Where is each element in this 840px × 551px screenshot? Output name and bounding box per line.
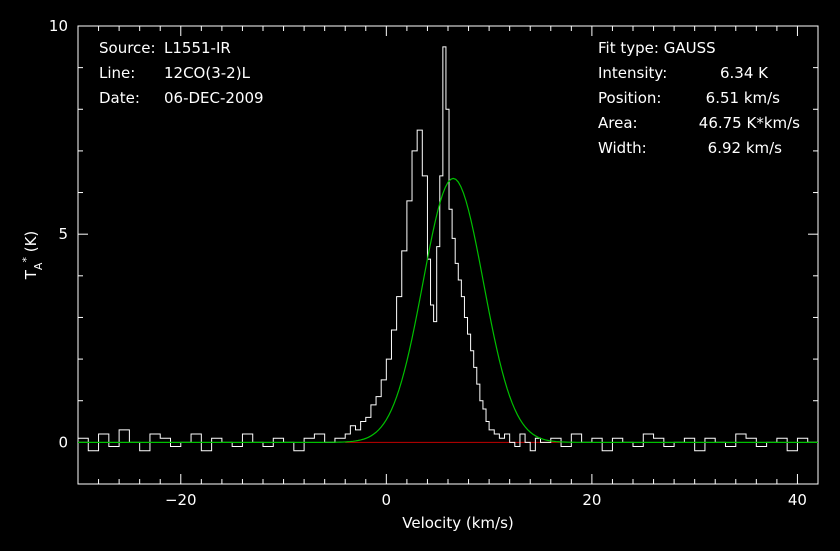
y-tick-label: 0 bbox=[58, 433, 68, 451]
fit-info: Fit type: GAUSS Intensity: 6.34 K Positi… bbox=[598, 36, 800, 161]
fit-type-label: Fit type: bbox=[598, 39, 659, 57]
width-value: 6.92 km/s bbox=[707, 139, 782, 157]
fit-type-value: GAUSS bbox=[663, 39, 716, 57]
y-axis-label-subscript: A bbox=[32, 262, 45, 270]
area-label: Area: bbox=[598, 114, 638, 132]
area-row: Area: 46.75 K*km/s bbox=[598, 111, 800, 136]
source-row: Source: L1551-IR bbox=[99, 36, 264, 61]
observation-info: Source: L1551-IR Line: 12CO(3-2)L Date: … bbox=[99, 36, 264, 111]
y-axis-label-unit: (K) bbox=[22, 231, 40, 257]
gaussian-fit-line bbox=[78, 177, 818, 443]
axis-ticks bbox=[77, 25, 819, 485]
x-tick-label: 0 bbox=[382, 491, 392, 509]
date-row: Date: 06-DEC-2009 bbox=[99, 86, 264, 111]
y-tick-label: 10 bbox=[49, 17, 68, 35]
line-row: Line: 12CO(3-2)L bbox=[99, 61, 264, 86]
x-tick-label: 20 bbox=[582, 491, 601, 509]
spectrum-line bbox=[78, 46, 819, 452]
width-label: Width: bbox=[598, 139, 647, 157]
intensity-value: 6.34 K bbox=[719, 64, 768, 82]
line-value: 12CO(3-2)L bbox=[164, 64, 250, 82]
date-value: 06-DEC-2009 bbox=[164, 89, 264, 107]
area-value: 46.75 K*km/s bbox=[698, 114, 800, 132]
intensity-label: Intensity: bbox=[598, 64, 668, 82]
axis-tick-labels: −20 0 20 40 0 5 10 bbox=[49, 17, 807, 509]
x-tick-label: 40 bbox=[788, 491, 807, 509]
width-row: Width: 6.92 km/s bbox=[598, 136, 800, 161]
y-tick-label: 5 bbox=[58, 225, 68, 243]
y-axis-label-superscript: * bbox=[20, 257, 33, 263]
source-value: L1551-IR bbox=[164, 39, 231, 57]
y-axis-label-main: T bbox=[22, 269, 40, 280]
intensity-row: Intensity: 6.34 K bbox=[598, 61, 800, 86]
x-tick-label: −20 bbox=[165, 491, 197, 509]
date-label: Date: bbox=[99, 89, 140, 107]
y-axis-label: TA* (K) bbox=[20, 231, 45, 281]
position-value: 6.51 km/s bbox=[705, 89, 780, 107]
line-label: Line: bbox=[99, 64, 136, 82]
fit-type-row: Fit type: GAUSS bbox=[598, 36, 800, 61]
position-label: Position: bbox=[598, 89, 662, 107]
x-axis-label: Velocity (km/s) bbox=[402, 514, 513, 532]
position-row: Position: 6.51 km/s bbox=[598, 86, 800, 111]
source-label: Source: bbox=[99, 39, 156, 57]
